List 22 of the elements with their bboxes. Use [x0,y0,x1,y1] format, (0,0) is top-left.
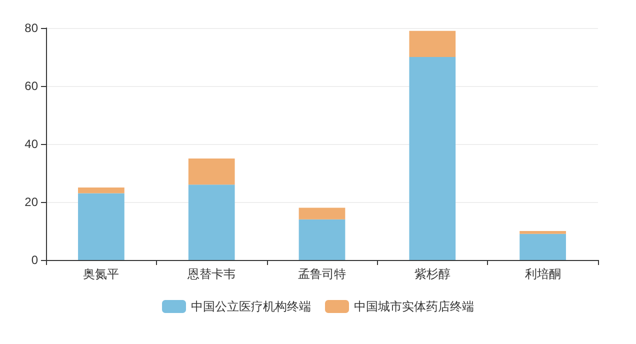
y-tick-label: 80 [24,21,38,35]
x-tick-label: 恩替卡韦 [186,267,236,281]
bar [78,188,124,194]
bar [298,208,346,220]
x-tick-label: 奥氮平 [83,267,120,281]
bar [78,193,124,260]
x-tick-label: 孟鲁司特 [298,267,346,281]
bar [298,219,346,260]
bar [188,158,235,185]
y-tick-label: 20 [24,195,38,209]
y-tick-label: 0 [31,253,38,267]
x-tick-label: 利培酮 [524,267,561,281]
bar [409,57,456,260]
legend-label: 中国城市实体药店终端 [354,300,474,314]
bar [409,30,456,57]
x-tick-label: 紫杉醇 [414,267,450,281]
y-tick-label: 60 [24,79,38,93]
legend-label: 中国公立医疗机构终端 [191,300,311,314]
bar [520,234,566,260]
y-tick-label: 40 [24,137,38,151]
bar [188,184,235,260]
bar [520,231,566,234]
